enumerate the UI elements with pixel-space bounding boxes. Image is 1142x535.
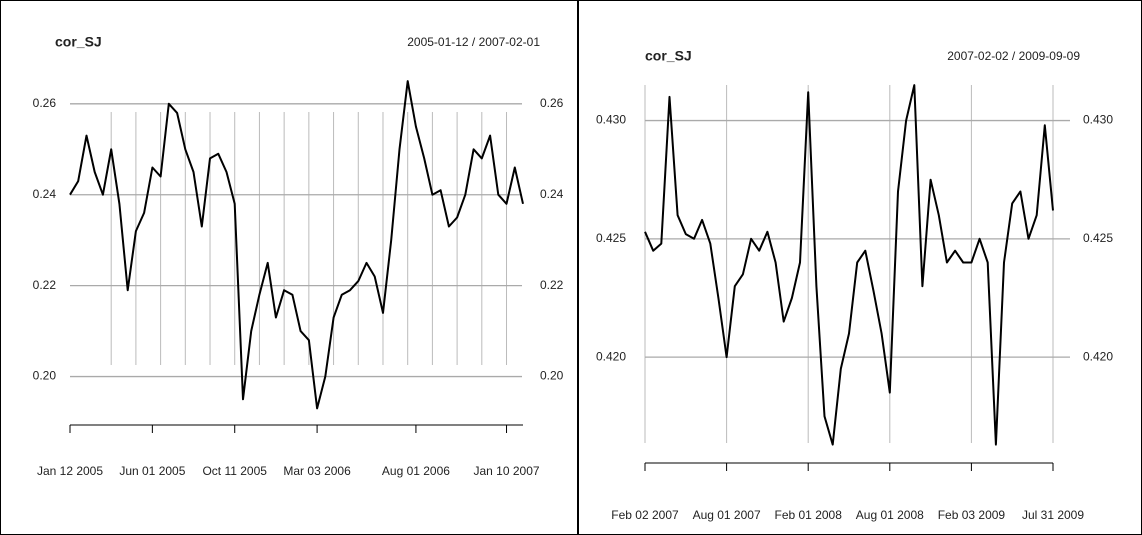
x-tick-label: Jun 01 2005	[119, 464, 185, 478]
x-tick-label: Feb 02 2007	[611, 508, 679, 522]
x-tick-label: Aug 01 2006	[382, 464, 450, 478]
y-tick-label-right: 0.430	[1083, 113, 1113, 127]
y-tick-label-right: 0.20	[540, 369, 564, 383]
date-range: 2007-02-02 / 2009-09-09	[947, 49, 1080, 63]
y-tick-label: 0.22	[33, 278, 57, 292]
x-tick-label: Feb 03 2009	[938, 508, 1006, 522]
y-tick-label: 0.20	[33, 369, 57, 383]
x-tick-label: Jan 10 2007	[473, 464, 539, 478]
y-tick-label: 0.24	[33, 187, 57, 201]
y-tick-label: 0.425	[596, 231, 626, 245]
y-tick-label-right: 0.24	[540, 187, 564, 201]
data-line	[644, 84, 1054, 446]
x-tick-label: Aug 01 2008	[856, 508, 924, 522]
x-tick-label: Oct 11 2005	[202, 464, 267, 478]
y-tick-label: 0.26	[33, 96, 57, 110]
x-tick-label: Aug 01 2007	[693, 508, 761, 522]
y-tick-label: 0.420	[596, 349, 626, 363]
data-line	[69, 80, 524, 410]
date-range: 2005-01-12 / 2007-02-01	[407, 35, 540, 49]
chart-title: cor_SJ	[55, 34, 102, 50]
x-tick-label: Jul 31 2009	[1022, 508, 1084, 522]
y-tick-label-right: 0.420	[1083, 349, 1113, 363]
x-tick-label: Mar 03 2006	[283, 464, 351, 478]
y-tick-label-right: 0.26	[540, 96, 564, 110]
x-tick-label: Feb 01 2008	[775, 508, 843, 522]
right-panel	[578, 0, 1142, 535]
y-tick-label-right: 0.425	[1083, 231, 1113, 245]
left-panel	[0, 0, 578, 535]
y-tick-label-right: 0.22	[540, 278, 564, 292]
chart-title: cor_SJ	[645, 48, 692, 64]
y-tick-label: 0.430	[596, 113, 626, 127]
x-tick-label: Jan 12 2005	[37, 464, 103, 478]
